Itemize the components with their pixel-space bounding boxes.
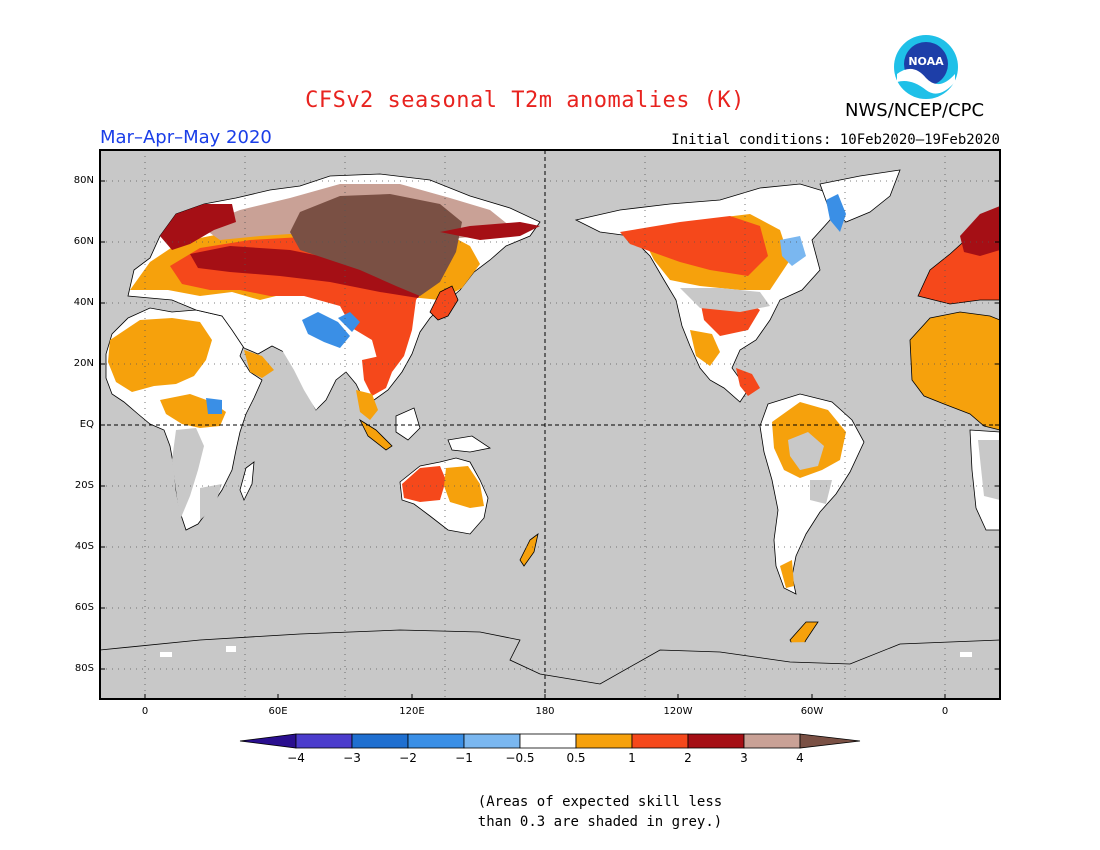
tick-marks [100,180,1000,699]
colorbar-bin [519,733,577,749]
colorbar-label: 4 [796,751,804,765]
africa-wrap [909,311,1000,431]
na-orange-2 [690,330,720,366]
lat-label: 60S [74,602,94,613]
lat-label: 80S [74,663,94,674]
na-red [620,216,768,276]
madagascar [239,461,255,501]
lon-label: 180 [535,706,555,717]
sa-grey [788,432,824,470]
skill-note: (Areas of expected skill less than 0.3 a… [470,792,730,832]
africa-wrap-grey [978,440,1000,500]
organization-label: NWS/NCEP/CPC [845,100,985,121]
greenland-blue [826,194,846,232]
antarctica [100,629,1000,685]
new-guinea [447,435,492,453]
lon-label: 60E [268,706,288,717]
colorbar-label: 2 [684,751,692,765]
lat-label: 40N [73,297,94,308]
noaa-logo: NOAA [894,35,958,99]
colorbar-lower-arrow [239,733,297,749]
indochina-orange [356,390,378,420]
australia-red [402,466,446,502]
new-zealand [519,533,539,567]
africa-blue [206,398,222,414]
lat-label: 20N [73,358,94,369]
colorbar-label: 1 [628,751,636,765]
siberia-brown [290,194,462,296]
lon-label: 60W [800,706,824,717]
colorbar-bin [575,733,633,749]
scandinavia-darkred [160,204,236,250]
borneo [395,407,421,441]
colorbar [239,733,861,749]
colorbar-bin [463,733,521,749]
lat-label: 80N [73,175,94,186]
tibet-blue-2 [338,312,360,332]
lat-label: 40S [74,541,94,552]
antarctica-white-3 [960,652,972,657]
land-layer [100,169,1000,685]
initial-conditions-label: Initial conditions: 10Feb2020–19Feb2020 [671,132,1000,148]
africa-grey-2 [200,484,222,520]
tibet-blue [302,312,350,348]
colorbar-bin [631,733,689,749]
sumatra [359,418,393,451]
scandinavia-wrap [960,206,1000,256]
lat-label: 60N [73,236,94,247]
colorbar-upper-arrow [799,733,861,749]
colorbar-label: −3 [343,751,361,765]
arctic-darkred [440,222,540,240]
africa-orange [108,318,212,392]
canada-blue [780,236,806,266]
colorbar-bin [407,733,465,749]
na-grey [680,288,770,312]
skill-note-line-2: than 0.3 are shaded in grey.) [477,814,723,830]
lat-label: 20S [74,480,94,491]
lon-label: 0 [141,706,149,717]
lon-label: 120E [399,706,425,717]
map-frame [99,149,1001,700]
antarctica-white-2 [226,646,236,652]
arabia-orange [244,350,274,378]
graticule [100,150,1000,699]
colorbar-label: −0.5 [505,751,535,765]
eurasia-darkred [190,246,426,298]
colorbar-bin [295,733,353,749]
colorbar-label: 3 [740,751,748,765]
lon-label: 120W [663,706,693,717]
colorbar-bin [687,733,745,749]
japan [429,285,459,321]
india-white [282,350,326,410]
africa-grey [172,428,204,520]
logo-text: NOAA [908,55,944,68]
skill-note-line-1: (Areas of expected skill less [477,794,723,810]
central-am-red [736,368,760,396]
colorbar-label: −1 [455,751,473,765]
season-label: Mar–Apr–May 2020 [100,127,272,148]
colorbar-bin [743,733,801,749]
colorbar-label: −2 [399,751,417,765]
patagonia-orange [780,560,794,588]
colorbar-bin [351,733,409,749]
colorbar-label: 0.5 [566,751,586,765]
colorbar-label: −4 [287,751,305,765]
lon-label: 0 [941,706,949,717]
lat-label: EQ [79,419,94,430]
seasia-red [362,356,392,396]
australia-orange [444,466,484,508]
map-title: CFSv2 seasonal T2m anomalies (K) [305,88,745,113]
antarctica-white-1 [160,652,172,657]
